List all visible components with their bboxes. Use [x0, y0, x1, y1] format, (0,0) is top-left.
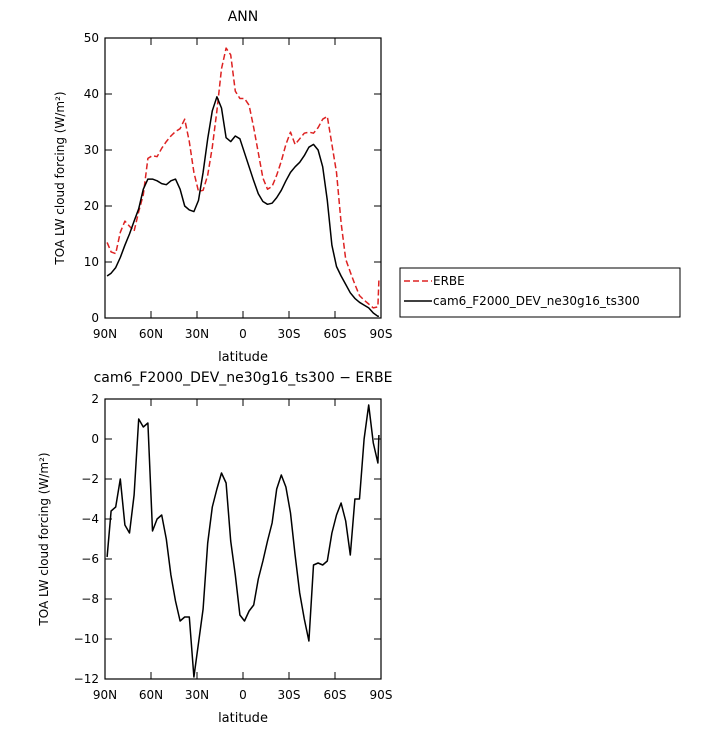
bottom-plot-frame — [104, 398, 382, 680]
x-tick-label: 90S — [370, 688, 393, 702]
y-tick-label: −8 — [81, 592, 99, 606]
y-tick-label: 50 — [84, 31, 99, 45]
series-line-model — [106, 96, 379, 318]
y-tick-label: −6 — [81, 552, 99, 566]
top-ylabel: TOA LW cloud forcing (W/m²) — [53, 91, 67, 265]
panel-top: ANN 0 10 20 30 40 50 90N 60N 30N 0 30S 60S 90S lati… — [53, 9, 392, 365]
panel-bottom: cam6_F2000_DEV_ne30g16_ts300 − ERBE −12−… — [37, 370, 392, 726]
y-tick-label: 10 — [84, 255, 99, 269]
x-tick-label: 60S — [324, 327, 347, 341]
bottom-xlabel: latitude — [218, 711, 268, 726]
y-tick-label: 30 — [84, 143, 99, 157]
series-line-difference — [106, 404, 380, 678]
x-tick-label: 30N — [185, 327, 209, 341]
legend-box — [399, 267, 681, 318]
bottom-title: cam6_F2000_DEV_ne30g16_ts300 − ERBE — [94, 370, 393, 386]
legend: ERBE cam6_F2000_DEV_ne30g16_ts300 — [399, 267, 681, 318]
bottom-x-axis: 90N 60N 30N 0 30S 60S 90S — [93, 399, 393, 702]
top-plot-frame — [104, 37, 382, 319]
x-tick-label: 90N — [93, 327, 117, 341]
x-tick-label: 60S — [324, 688, 347, 702]
legend-model-label: cam6_F2000_DEV_ne30g16_ts300 — [433, 294, 640, 308]
y-tick-label: 0 — [91, 311, 99, 325]
bottom-series-group — [106, 404, 380, 678]
y-tick-label: 20 — [84, 199, 99, 213]
y-tick-label: −12 — [74, 672, 99, 686]
top-series-group — [106, 47, 380, 318]
bottom-ylabel: TOA LW cloud forcing (W/m²) — [37, 452, 51, 626]
x-tick-label: 90S — [370, 327, 393, 341]
x-tick-label: 0 — [239, 327, 247, 341]
y-tick-label: −4 — [81, 512, 99, 526]
y-tick-label: 2 — [91, 392, 99, 406]
x-tick-label: 90N — [93, 688, 117, 702]
y-tick-label: 40 — [84, 87, 99, 101]
top-x-axis: 90N 60N 30N 0 30S 60S 90S — [93, 38, 393, 341]
y-tick-label: −2 — [81, 472, 99, 486]
x-tick-label: 30S — [278, 327, 301, 341]
top-y-axis: 0 10 20 30 40 50 — [84, 31, 381, 325]
legend-erbe-label: ERBE — [433, 274, 465, 288]
x-tick-label: 60N — [139, 327, 163, 341]
x-tick-label: 0 — [239, 688, 247, 702]
x-tick-label: 30S — [278, 688, 301, 702]
top-xlabel: latitude — [218, 350, 268, 365]
y-tick-label: −10 — [74, 632, 99, 646]
y-tick-label: 0 — [91, 432, 99, 446]
x-tick-label: 60N — [139, 688, 163, 702]
series-line-erbe — [106, 47, 380, 309]
top-title: ANN — [228, 9, 259, 25]
x-tick-label: 30N — [185, 688, 209, 702]
bottom-y-axis: −12 −10 −8 −6 −4 −2 0 2 — [74, 392, 381, 686]
